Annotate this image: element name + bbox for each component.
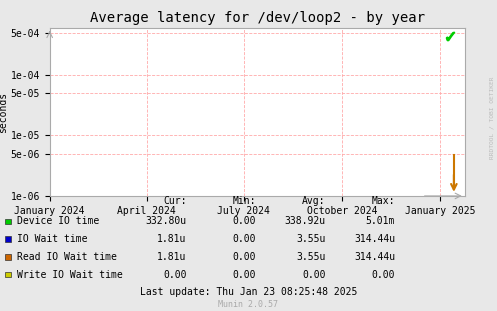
Text: 0.00: 0.00 [233,252,256,262]
Text: Last update: Thu Jan 23 08:25:48 2025: Last update: Thu Jan 23 08:25:48 2025 [140,287,357,297]
Text: Write IO Wait time: Write IO Wait time [17,270,123,280]
Text: Munin 2.0.57: Munin 2.0.57 [219,300,278,309]
Text: 0.00: 0.00 [372,270,395,280]
Text: 332.80u: 332.80u [145,216,186,226]
Text: 0.00: 0.00 [233,234,256,244]
Text: 338.92u: 338.92u [284,216,326,226]
Text: IO Wait time: IO Wait time [17,234,88,244]
Text: 1.81u: 1.81u [157,234,186,244]
Text: Max:: Max: [372,196,395,206]
Text: Read IO Wait time: Read IO Wait time [17,252,117,262]
Text: 3.55u: 3.55u [296,234,326,244]
Title: Average latency for /dev/loop2 - by year: Average latency for /dev/loop2 - by year [89,12,425,26]
Text: 5.01m: 5.01m [366,216,395,226]
Text: Cur:: Cur: [163,196,186,206]
Text: 0.00: 0.00 [233,270,256,280]
Text: 0.00: 0.00 [233,216,256,226]
Text: 0.00: 0.00 [302,270,326,280]
Text: 314.44u: 314.44u [354,234,395,244]
Text: 1.81u: 1.81u [157,252,186,262]
Text: Min:: Min: [233,196,256,206]
Text: 0.00: 0.00 [163,270,186,280]
Text: Avg:: Avg: [302,196,326,206]
Text: Device IO time: Device IO time [17,216,99,226]
Text: RRDTOOL / TOBI OETIKER: RRDTOOL / TOBI OETIKER [490,77,495,160]
Text: 314.44u: 314.44u [354,252,395,262]
Y-axis label: seconds: seconds [0,91,8,132]
Text: 3.55u: 3.55u [296,252,326,262]
